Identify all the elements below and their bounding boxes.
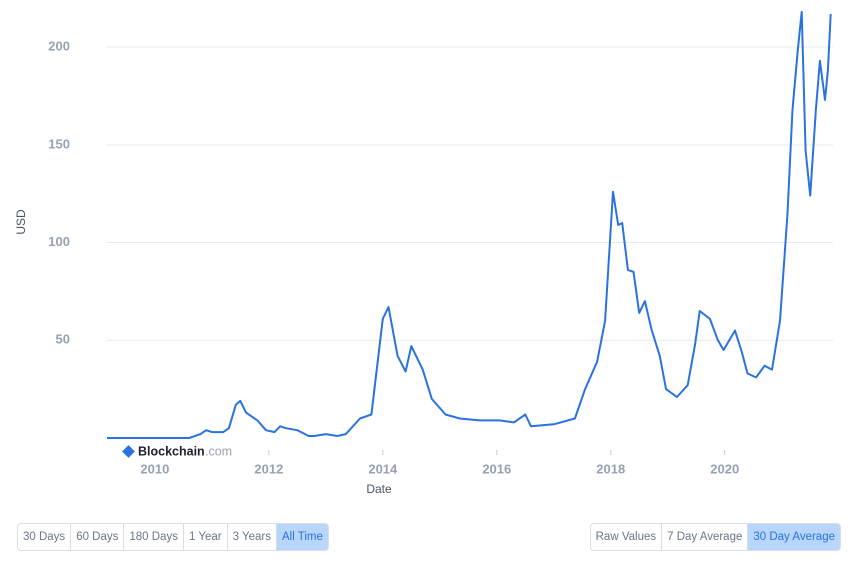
y-axis-label: USD <box>14 209 28 235</box>
toggle-button[interactable]: All Time <box>276 524 328 550</box>
x-tick-label: 2018 <box>596 461 625 476</box>
logo-suffix: .com <box>205 444 232 458</box>
toggle-button[interactable]: 60 Days <box>71 524 125 550</box>
x-axis-label: Date <box>366 482 392 496</box>
y-tick-label: 150 <box>48 136 70 151</box>
x-tick-label: 2020 <box>710 461 739 476</box>
x-tick-label: 2016 <box>482 461 511 476</box>
toggle-button[interactable]: Raw Values <box>591 524 663 550</box>
data-line <box>107 10 832 439</box>
x-tick-label: 2012 <box>254 461 283 476</box>
axes: 50 100 150 200 2010 2012 2014 2016 2018 2020 <box>48 10 833 476</box>
toggle-button[interactable]: 3 Years <box>228 524 277 550</box>
toggle-button[interactable]: 180 Days <box>124 524 184 550</box>
toggle-button[interactable]: 1 Year <box>184 524 228 550</box>
logo-name: Blockchain <box>138 444 205 458</box>
toggle-button[interactable]: 7 Day Average <box>662 524 749 550</box>
toggle-button[interactable]: 30 Day Average <box>748 524 840 550</box>
range-group: 30 Days 60 Days 180 Days 1 Year 3 Years All T… <box>17 523 329 551</box>
y-tick-label: 100 <box>48 234 70 249</box>
mode-group: Raw Values 7 Day Average 30 Day Average <box>589 523 841 551</box>
y-tick-label: 200 <box>48 39 70 54</box>
x-tick-label: 2010 <box>140 461 169 476</box>
logo: Blockchain .com <box>122 444 232 458</box>
toggle-button[interactable]: 30 Days <box>18 524 72 550</box>
logo-icon <box>122 445 135 458</box>
x-tick-label: 2014 <box>368 461 398 476</box>
y-tick-label: 50 <box>56 332 70 347</box>
